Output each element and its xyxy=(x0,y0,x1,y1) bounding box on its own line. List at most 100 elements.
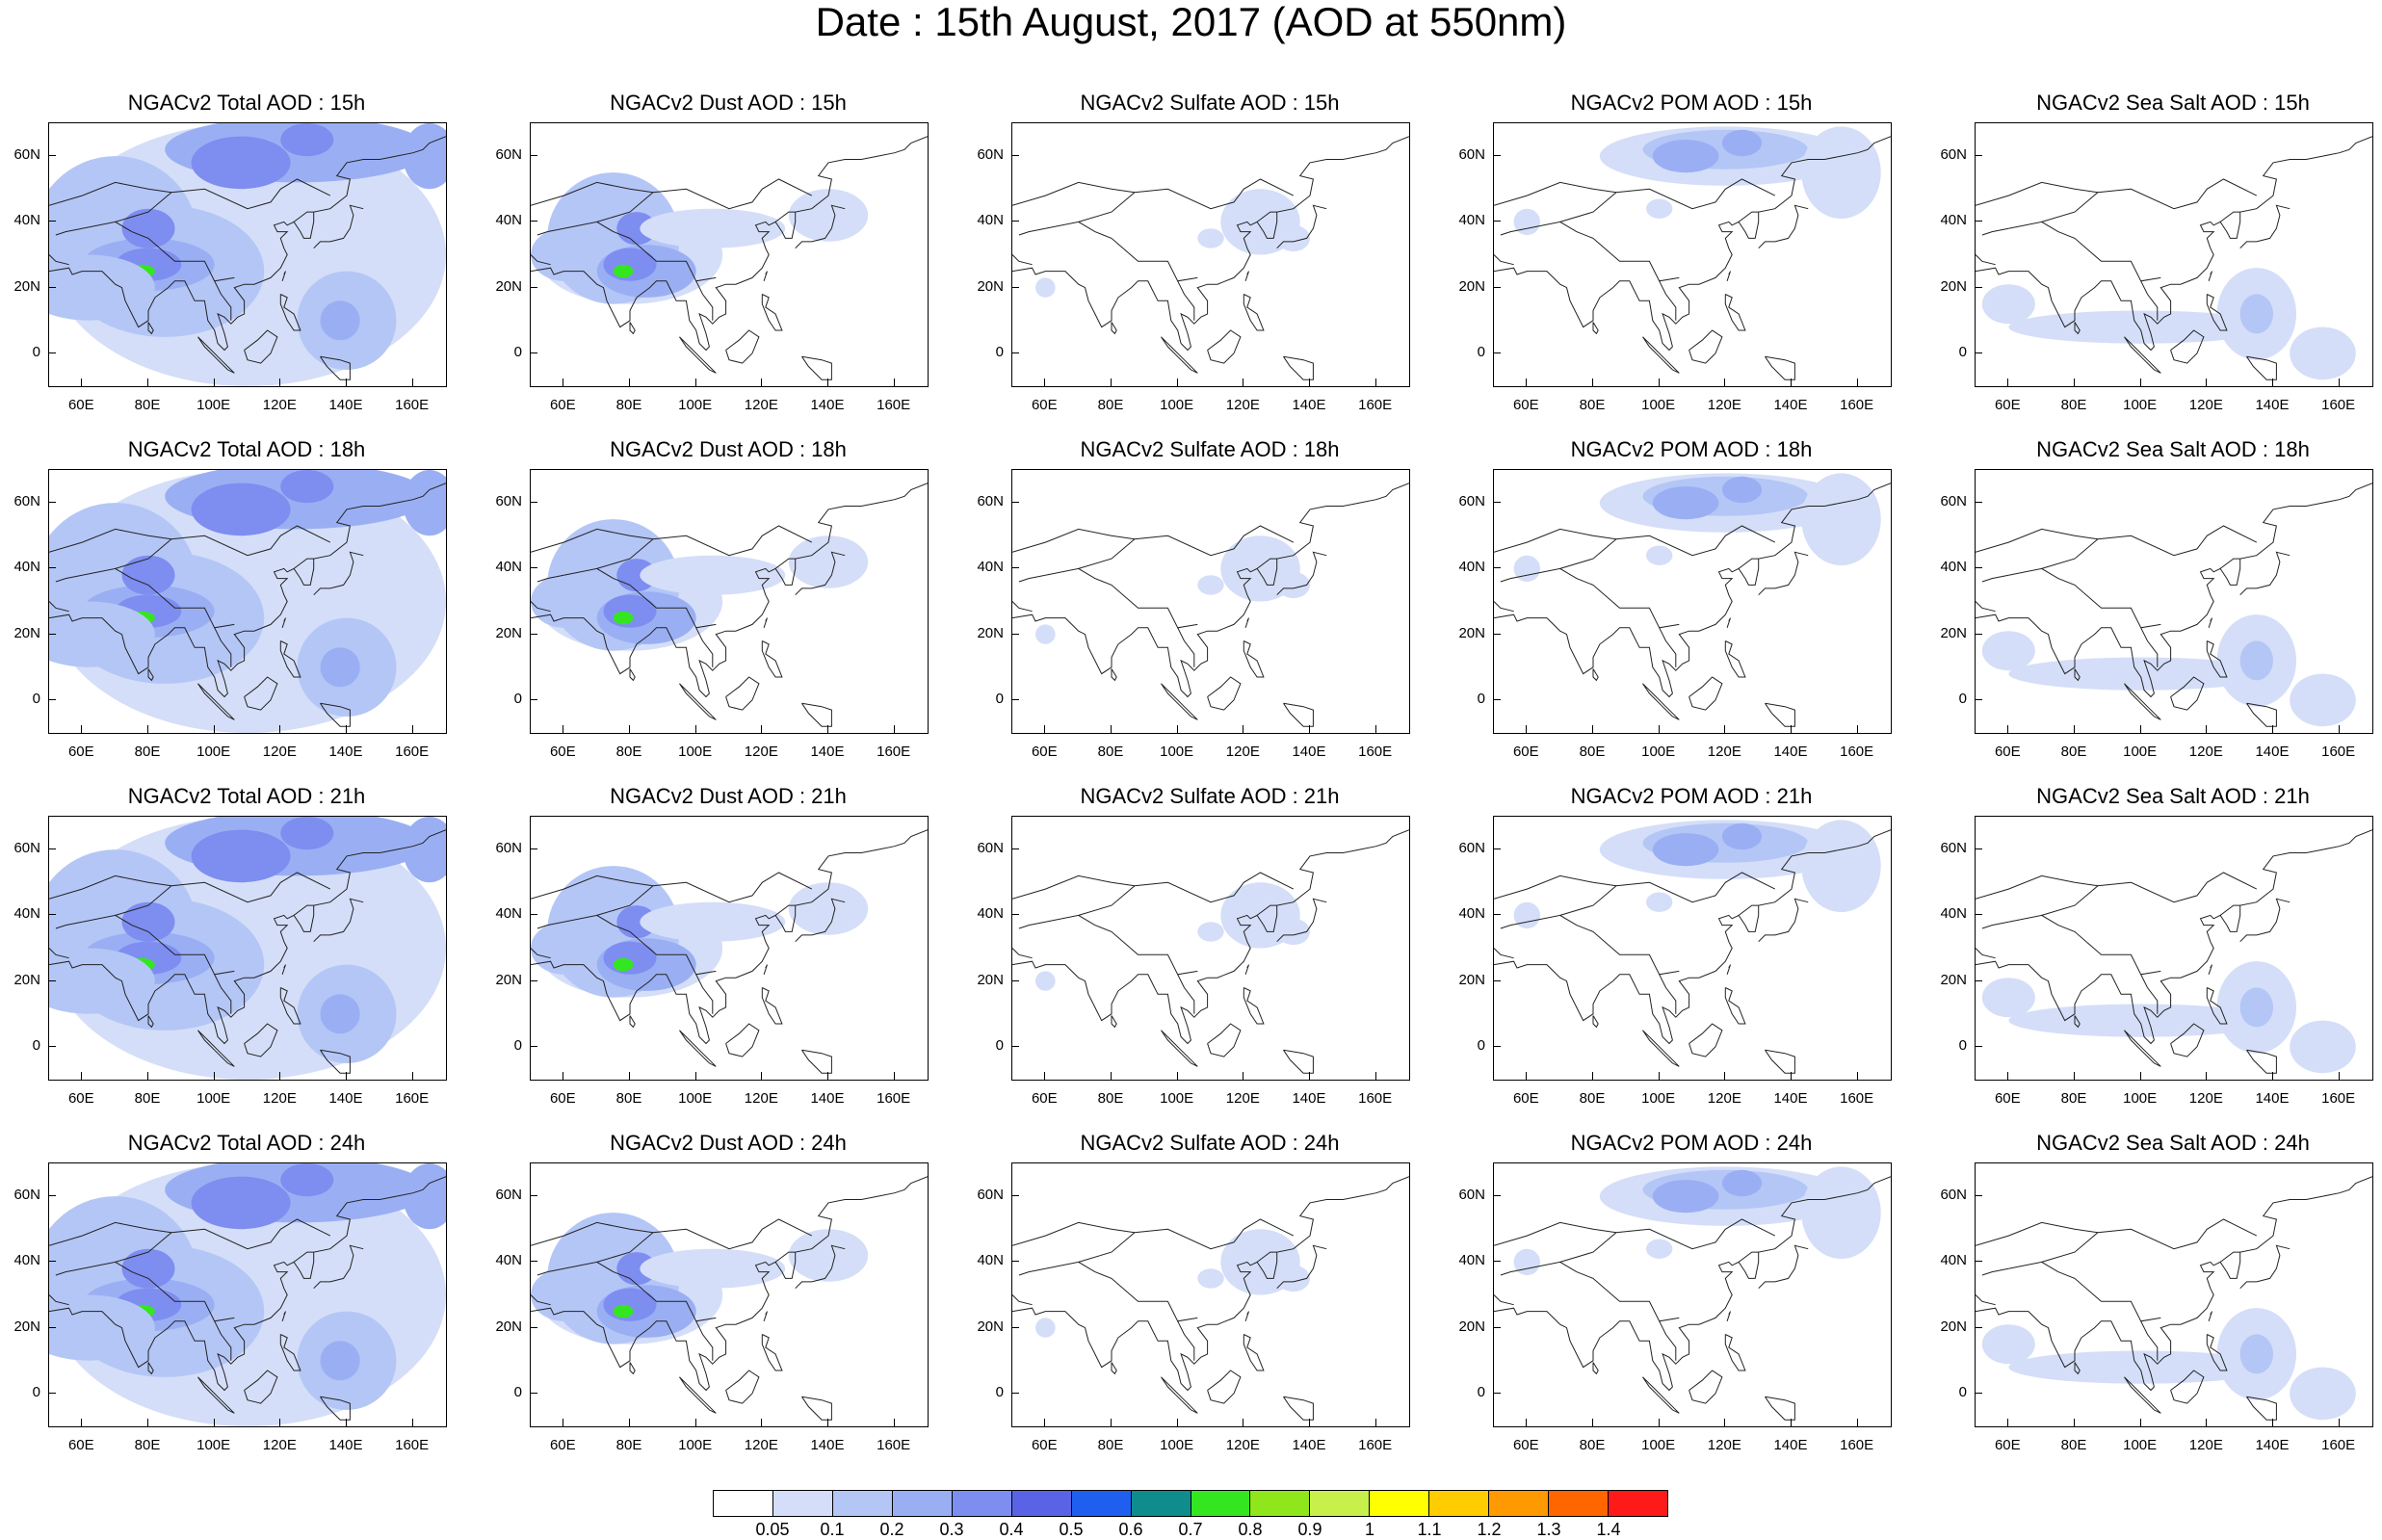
y-tick-label: 60N xyxy=(495,840,522,857)
coastline xyxy=(1500,227,1528,236)
y-tick-mark xyxy=(48,502,56,504)
coastline xyxy=(1659,627,1677,667)
y-tick-mark xyxy=(1011,567,1019,569)
x-tick-label: 160E xyxy=(2321,1090,2356,1107)
x-tick-label: 140E xyxy=(1292,744,1326,760)
aod-region xyxy=(121,901,175,942)
coastline xyxy=(1494,254,1514,266)
x-tick-mark xyxy=(1309,725,1310,733)
x-tick-mark xyxy=(2206,1072,2208,1080)
aod-region xyxy=(1801,1166,1881,1259)
aod-region xyxy=(1646,1239,1673,1259)
y-tick-label: 40N xyxy=(977,1252,1004,1269)
y-tick-label: 20N xyxy=(977,971,1004,988)
coastline xyxy=(1976,601,1996,613)
x-tick-mark xyxy=(2206,1419,2208,1426)
y-tick-mark xyxy=(1493,502,1501,504)
aod-region xyxy=(49,601,155,667)
aod-region xyxy=(1035,277,1056,298)
aod-region xyxy=(1276,918,1310,946)
aod-region xyxy=(1276,224,1310,252)
aod-region xyxy=(531,1268,597,1321)
x-tick-mark xyxy=(694,1419,696,1426)
coastline xyxy=(1758,898,1809,943)
coastline xyxy=(531,829,928,1045)
coastline xyxy=(596,178,813,222)
aod-region xyxy=(280,1163,334,1197)
y-tick-label: 60N xyxy=(1940,493,1967,510)
x-tick-mark xyxy=(2338,1072,2340,1080)
coastline xyxy=(1976,254,1996,266)
x-tick-label: 80E xyxy=(1579,744,1606,760)
x-tick-label: 120E xyxy=(262,744,297,760)
x-tick-label: 100E xyxy=(1641,1090,1676,1107)
x-tick-mark xyxy=(2272,378,2273,386)
coastline xyxy=(563,1261,717,1322)
aod-region xyxy=(613,264,634,278)
y-tick-label: 60N xyxy=(1940,840,1967,857)
y-tick-label: 0 xyxy=(1958,690,1967,707)
y-tick-mark xyxy=(1975,502,1982,504)
x-tick-label: 140E xyxy=(810,1090,845,1107)
y-tick-mark xyxy=(530,848,537,850)
x-tick-label: 100E xyxy=(196,1090,231,1107)
aod-region xyxy=(2239,987,2273,1028)
aod-field-map xyxy=(1976,136,2372,380)
x-tick-label: 120E xyxy=(744,1090,778,1107)
coastline xyxy=(279,1334,301,1371)
panel-title: NGACv2 Total AOD : 18h xyxy=(127,437,366,461)
coastline xyxy=(531,1221,654,1246)
coastline xyxy=(2239,898,2290,943)
x-tick-label: 100E xyxy=(1160,1437,1194,1453)
coastline xyxy=(537,1267,564,1276)
coastline xyxy=(1642,336,1680,374)
map-panel xyxy=(530,816,929,1081)
x-tick-label: 80E xyxy=(2060,1437,2087,1453)
coastline xyxy=(2219,211,2240,222)
y-tick-mark xyxy=(530,914,537,916)
x-tick-mark xyxy=(2007,1072,2009,1080)
map-panel xyxy=(1493,469,1892,734)
coastline xyxy=(2219,904,2240,916)
colorbar-label: 1 xyxy=(1364,1520,1374,1539)
coastline xyxy=(281,964,286,975)
coastline xyxy=(1078,525,1295,569)
y-tick-label: 20N xyxy=(13,1318,40,1335)
aod-field-map xyxy=(49,123,446,386)
aod-region xyxy=(1652,833,1719,867)
y-tick-label: 60N xyxy=(13,146,40,164)
x-tick-label: 140E xyxy=(1773,397,1808,413)
coastline xyxy=(1276,204,1327,249)
aod-region xyxy=(788,535,869,588)
coastline xyxy=(629,1015,636,1029)
coastline xyxy=(49,181,172,206)
x-tick-label: 160E xyxy=(1840,1090,1874,1107)
y-tick-mark xyxy=(1011,633,1019,635)
aod-region xyxy=(531,575,597,628)
coastline xyxy=(2008,914,2161,976)
x-tick-label: 100E xyxy=(1160,1090,1194,1107)
coastline xyxy=(82,914,235,976)
x-tick-mark xyxy=(2139,378,2141,386)
coastline xyxy=(2246,702,2277,727)
panel-title: NGACv2 Sea Salt AOD : 15h xyxy=(2036,91,2310,115)
aod-region xyxy=(49,948,155,1014)
coastline xyxy=(1592,1362,1599,1375)
coastline xyxy=(725,1370,760,1404)
x-tick-mark xyxy=(81,1072,83,1080)
aod-region xyxy=(1721,1169,1763,1197)
aod-region xyxy=(191,829,291,883)
x-tick-mark xyxy=(411,1072,413,1080)
coastline xyxy=(244,1023,278,1057)
x-tick-mark xyxy=(1374,1072,1376,1080)
x-tick-mark xyxy=(411,378,413,386)
aod-region xyxy=(613,611,634,625)
coastline xyxy=(2208,617,2212,628)
x-tick-label: 120E xyxy=(2188,1090,2223,1107)
y-tick-mark xyxy=(1975,567,1982,569)
coastline xyxy=(537,574,564,583)
coastline xyxy=(1012,254,1033,266)
coastline xyxy=(795,551,846,596)
coastline xyxy=(1276,1244,1327,1290)
y-tick-mark xyxy=(1493,1261,1501,1263)
